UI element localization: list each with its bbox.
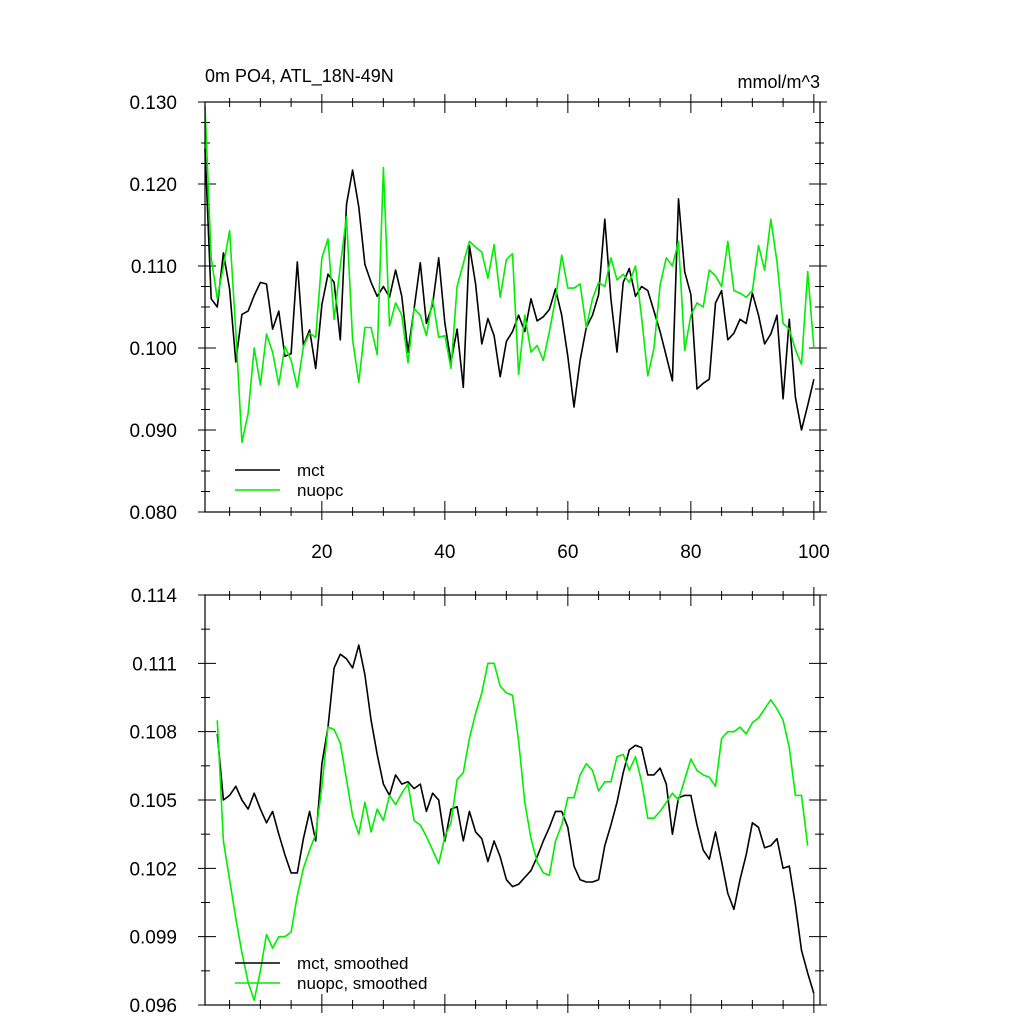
x-tick-label: 80 <box>680 542 701 563</box>
y-tick-label: 0.130 <box>129 93 177 114</box>
series-line-0 <box>204 148 815 431</box>
series-line-1 <box>204 106 815 444</box>
legend-label: mct, smoothed <box>297 954 409 973</box>
top-panel-frame <box>204 101 821 513</box>
series-line-1 <box>216 662 809 1002</box>
y-tick-label: 0.099 <box>129 928 177 949</box>
legend-label: nuopc, smoothed <box>297 974 427 993</box>
bottom-panel-frame <box>204 594 821 1006</box>
x-tick-label: 100 <box>798 542 830 563</box>
x-tick-label: 40 <box>434 542 455 563</box>
y-tick-label: 0.100 <box>129 339 177 360</box>
top-panel-series <box>204 106 815 444</box>
legend-label: mct <box>297 461 325 480</box>
y-tick-label: 0.090 <box>129 421 177 442</box>
x-tick-label: 60 <box>557 542 578 563</box>
bottom-panel-ticks: 0.096 0.099 0.102 0.105 0.108 0.111 0.114 <box>129 586 827 1017</box>
y-tick-label: 0.080 <box>129 503 177 524</box>
x-tick-label: 20 <box>311 542 332 563</box>
bottom-panel: 0.096 0.099 0.102 0.105 0.108 0.111 0.114 mct,… <box>129 586 827 1017</box>
legend-label: nuopc <box>297 481 344 500</box>
y-tick-label: 0.096 <box>129 996 177 1017</box>
y-tick-label: 0.114 <box>131 586 178 607</box>
y-tick-label: 0.108 <box>129 723 177 744</box>
top-panel: 0m PO4, ATL_18N-49N mmol/m^3 0.0800.0900… <box>129 66 829 563</box>
top-panel-ticks: 0.080 0.090 0.100 0.110 0.120 0.130 20 40 60 80 10… <box>129 93 829 563</box>
y-tick-label: 0.110 <box>131 257 177 278</box>
top-panel-title: 0m PO4, ATL_18N-49N <box>205 66 394 87</box>
y-tick-label: 0.105 <box>129 791 177 812</box>
bottom-panel-series <box>216 644 815 1002</box>
y-tick-label: 0.102 <box>129 859 177 880</box>
top-panel-units: mmol/m^3 <box>738 72 820 92</box>
y-tick-label: 0.111 <box>132 654 177 675</box>
series-line-0 <box>216 644 815 994</box>
y-tick-label: 0.120 <box>129 175 177 196</box>
